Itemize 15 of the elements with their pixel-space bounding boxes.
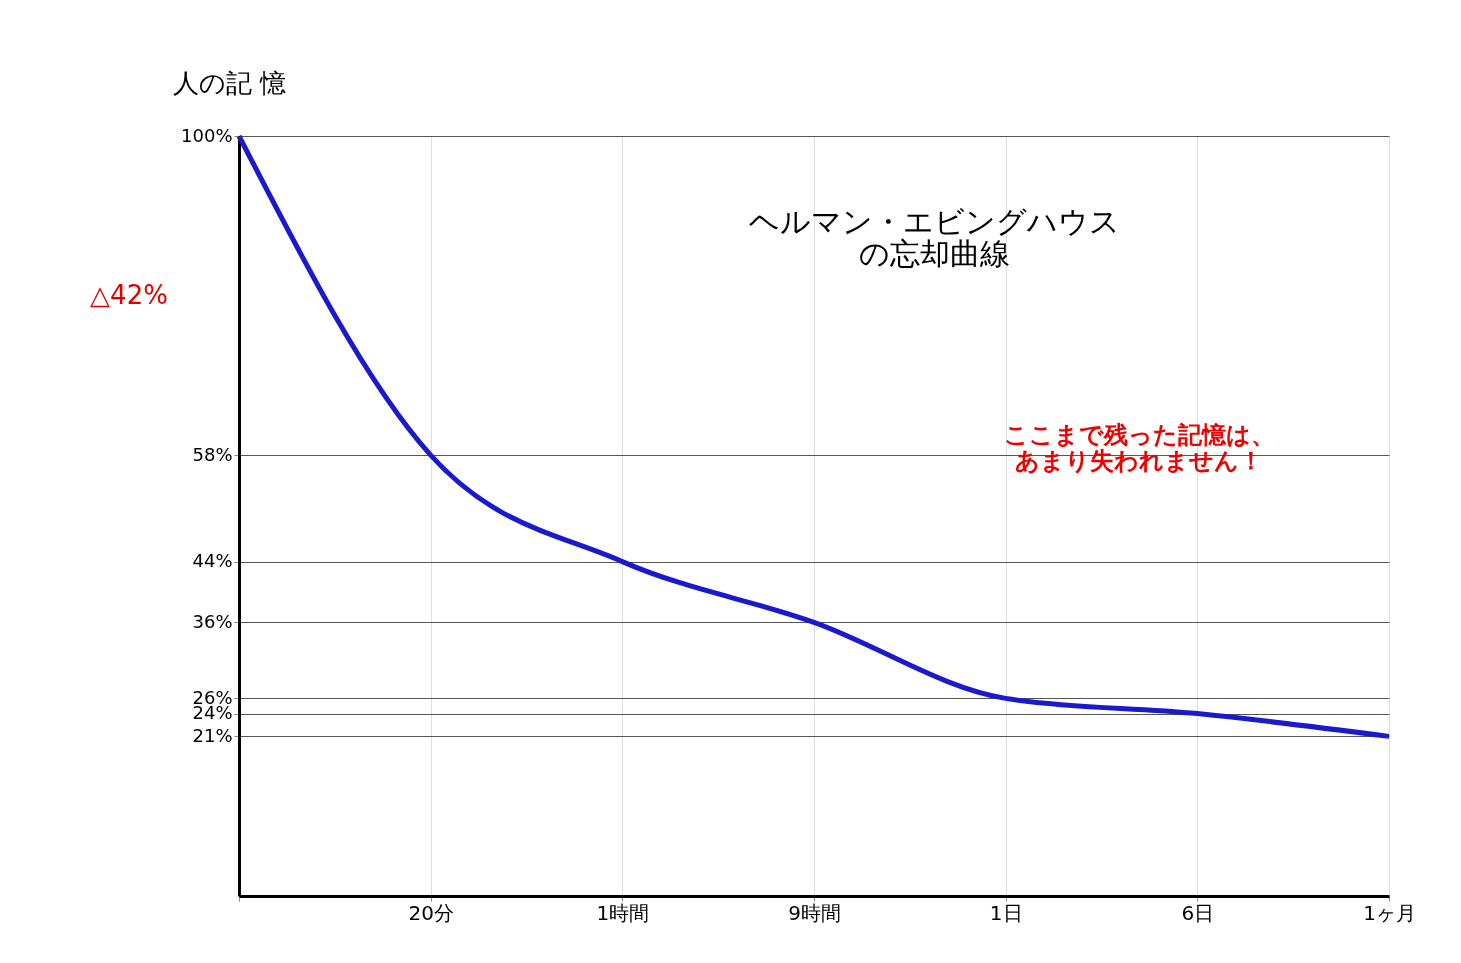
y-tick-label: 21% [192,724,233,746]
y-tick-label: 100% [181,124,233,146]
x-tick-label: 1日 [989,900,1023,925]
y-axis-title: 人の記 憶 [172,67,287,98]
x-tick-label: 1ヶ月 [1363,900,1416,925]
y-tick-label: 36% [192,610,233,632]
y-tick-label: 44% [192,550,233,572]
y-tick-label: 58% [192,443,233,465]
annotation: ここまで残った記憶は、あまり失われません！ [1003,421,1275,475]
x-tick-label: 20分 [408,900,454,925]
text: ヘルマン・エビングハウスの忘却曲線 [748,204,1120,271]
x-tick-label: 1時間 [596,900,650,925]
x-tick-label: 6日 [1181,900,1215,925]
text: △42% [90,280,168,310]
x-tick-label: 9時間 [788,900,841,925]
